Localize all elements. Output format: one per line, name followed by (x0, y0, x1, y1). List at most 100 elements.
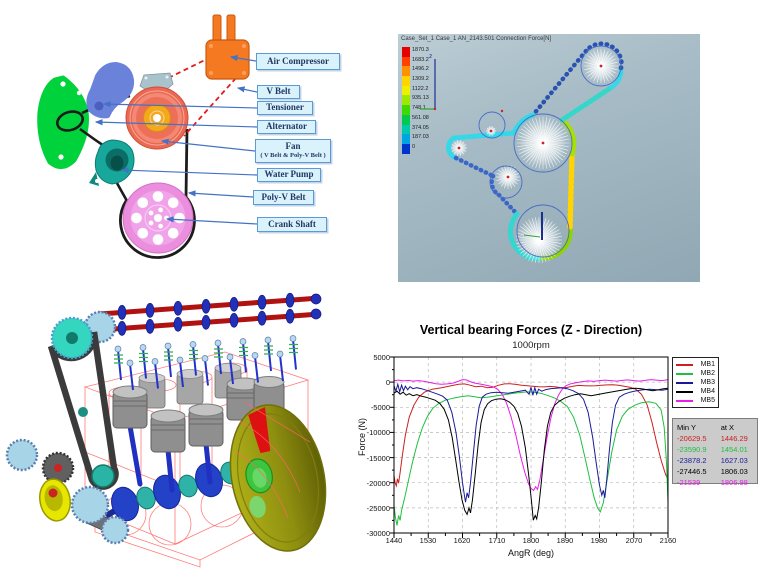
table-header-row: Min Y at X (677, 422, 753, 433)
crank-pulley-spokes (517, 117, 569, 169)
table-cell-min-y: -23590.9 (677, 445, 707, 454)
belt-diagram-panel: Air Compressor V Belt Tensioner Alternat… (0, 0, 380, 292)
chart-legend: MB1 MB2 MB3 MB4 MB5 (672, 357, 719, 408)
x-tick-label: 2160 (659, 536, 677, 545)
x-tick-label: 1890 (556, 536, 574, 545)
crank-direction-arrow (523, 212, 543, 240)
tensioner-hub (94, 101, 104, 111)
table-cell-at-x: 1446.29 (720, 434, 748, 443)
colorbar-cell (402, 114, 410, 125)
force-colorbar: 1870.3 1683.2 1496.2 1309.2 1122.2 935.1… (402, 47, 429, 154)
gear-cluster (5, 438, 130, 545)
x-tick-label: 1620 (453, 536, 471, 545)
table-row: -27446.5 1806.03 (677, 466, 753, 477)
x-tick-label: 1440 (385, 536, 403, 545)
table-cell-at-x: 1454.01 (720, 445, 748, 454)
camshafts (99, 292, 322, 336)
colorbar-cell (402, 134, 410, 144)
belt-run-top (530, 48, 589, 118)
colorbar-value: 935.13 (412, 95, 429, 102)
y-axis-label: Force (N) (357, 418, 367, 456)
y-tick-label: -15000 (366, 454, 390, 463)
label-text: Crank Shaft (268, 218, 316, 229)
series-line-mb3 (394, 382, 668, 503)
table-cell-min-y: -21539 (677, 478, 701, 487)
legend-swatch (676, 399, 693, 402)
x-tick-label: 2070 (625, 536, 643, 545)
label-crank-shaft: Crank Shaft (257, 217, 327, 232)
series-line-mb4 (394, 387, 668, 521)
colorbar-cell (402, 124, 410, 135)
z-axis-triad: z (420, 53, 437, 111)
x-tick-label: 1530 (419, 536, 437, 545)
table-cell-at-x: 1806.03 (720, 467, 748, 476)
axis-ticks (390, 356, 669, 538)
timing-drive (47, 310, 119, 490)
mid-pulley-spokes (496, 165, 520, 189)
legend-item: MB4 (676, 388, 715, 395)
table-cell-at-x: 1806.98 (720, 478, 748, 487)
colorbar-cell (402, 47, 410, 57)
z-axis-label: z (429, 53, 432, 60)
label-subtext: ( V Belt & Poly-V Belt ) (260, 152, 326, 160)
y-tick-label: -30000 (366, 529, 390, 538)
bolt-hole (60, 81, 66, 87)
pistons-back-row (138, 363, 242, 409)
chart-plot (390, 356, 669, 538)
tensioner-body (86, 62, 135, 119)
pulley-outlines (478, 45, 622, 258)
water-pump-body (89, 139, 135, 186)
legend-label: MB1 (700, 361, 715, 368)
bottom-pulley-spokes (516, 217, 562, 263)
colorbar-value: 1122.2 (412, 85, 429, 92)
label-alternator: Alternator (257, 120, 316, 134)
belt-simulation-drawing: z (420, 41, 624, 263)
crank-pulley (122, 182, 194, 254)
simulation-panel: Case_Set_1 Case_1 AN_2143.501 Connection… (380, 0, 760, 292)
label-fan: Fan ( V Belt & Poly-V Belt ) (255, 139, 331, 163)
x-tick-label: 1800 (522, 536, 540, 545)
legend-label: MB2 (700, 370, 715, 377)
label-text: Water Pump (264, 169, 314, 180)
table-row: -20629.5 1446.29 (677, 433, 753, 444)
label-text: Tensioner (266, 102, 304, 113)
legend-item: MB1 (676, 361, 715, 368)
colorbar-value: 374.05 (412, 124, 429, 131)
legend-swatch (676, 390, 693, 393)
colorbar-cell (402, 143, 410, 154)
series-lines (394, 379, 668, 526)
legend-item: MB3 (676, 379, 715, 386)
pulley-center-markers (457, 64, 603, 179)
table-cell-min-y: -27446.5 (677, 467, 707, 476)
y-tick-label: -25000 (366, 504, 390, 513)
belt-diagram-drawing (37, 14, 258, 259)
crank-timing-pulley (91, 464, 115, 488)
legend-swatch (676, 363, 693, 366)
chart-panel: Vertical bearing Forces (Z - Direction) … (340, 292, 760, 584)
table-row: -23878.2 1627.03 (677, 455, 753, 466)
x-tick-label: 1980 (590, 536, 608, 545)
table-cell-at-x: 1627.03 (720, 456, 748, 465)
crank-front-pulley (39, 478, 71, 522)
min-values-table: Min Y at X -20629.5 1446.29 -23590.9 145… (672, 418, 758, 487)
colorbar-value: 1496.2 (412, 66, 429, 73)
pulley-spokes-group (451, 49, 618, 263)
callout-arrows (94, 54, 258, 225)
table-header-at-x: at X (720, 423, 735, 432)
colorbar-cell (402, 85, 410, 96)
poly-v-belt-path (119, 128, 196, 259)
legend-swatch (676, 381, 693, 384)
fan-pulley (125, 86, 189, 150)
colorbar-value: 1309.2 (412, 76, 429, 83)
colorbar-cell (402, 76, 410, 86)
table-cell-min-y: -20629.5 (677, 434, 707, 443)
wireframe-overlay (235, 401, 311, 519)
engine-model-panel (0, 292, 340, 584)
bolt-hole (165, 75, 169, 79)
x-axis-label: AngR (deg) (507, 548, 555, 558)
label-text: Air Compressor (267, 55, 329, 66)
y-tick-label: 0 (385, 378, 390, 387)
colorbar-cell (402, 95, 410, 106)
colorbar-value: 1870.3 (412, 47, 429, 53)
bolt-hole (58, 154, 64, 160)
